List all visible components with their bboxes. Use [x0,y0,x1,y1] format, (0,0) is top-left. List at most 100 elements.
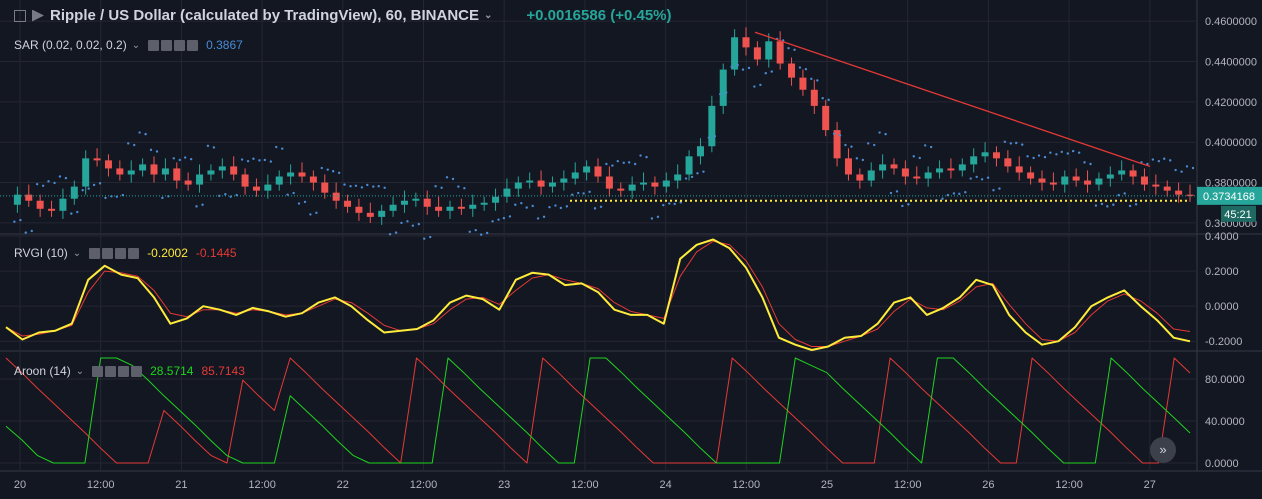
sar-dot [873,143,876,147]
time-axis-label: 25 [821,479,833,491]
sar-dot [577,191,580,195]
candle-body [651,182,659,187]
sar-dot [1123,192,1126,195]
sar-dot [349,184,352,188]
sar-dot [388,233,392,236]
close-icon[interactable] [128,247,140,259]
sar-dot [895,190,899,193]
sar-dot [855,157,859,160]
sar-dot [1083,161,1086,164]
symbol-title[interactable]: Ripple / US Dollar (calculated by Tradin… [50,7,479,24]
plus-icon[interactable] [115,247,127,259]
candle-body [1129,170,1137,177]
aroon-label[interactable]: Aroon (14) [14,364,71,378]
candle-body [992,152,1000,159]
eye-icon[interactable] [148,39,160,51]
sar-dot [1089,162,1092,166]
sar-dot [212,146,216,149]
candle-body [1186,194,1194,196]
sar-dot [1180,170,1183,173]
sar-dot [485,231,489,235]
chevron-down-icon[interactable]: ⌄ [72,247,82,259]
sar-dot [309,213,312,216]
gear-icon[interactable] [105,365,117,377]
scroll-to-realtime-button[interactable]: » [1150,437,1176,463]
candle-body [1072,176,1080,181]
sar-dot [941,197,944,200]
candle-body [981,152,989,157]
rvgi-pane[interactable] [5,238,1191,351]
rvgi-axis-label: 0.2000 [1205,266,1239,278]
time-axis-label: 26 [982,479,994,491]
sar-dot [400,221,403,225]
candle-body [275,176,283,185]
sar-dot [559,206,563,210]
candle-body [1027,172,1035,179]
sar-dot [292,191,295,195]
sar-dot [183,156,187,159]
rvgi-label[interactable]: RVGI (10) [14,246,68,260]
candle-body [571,172,579,179]
candle-body [867,170,875,181]
sar-label[interactable]: SAR (0.02, 0.02, 0.2) [14,38,127,52]
sar-dot [240,158,244,161]
close-icon[interactable] [187,39,199,51]
candle-body [435,206,443,211]
sar-dot [832,132,836,135]
chevron-down-icon[interactable]: ⌄ [131,39,141,51]
time-axis-label: 20 [14,479,26,491]
gear-icon[interactable] [102,247,114,259]
sar-dot [149,148,153,152]
candle-body [708,105,716,147]
sar-dot [1026,155,1029,158]
aroon-pane[interactable] [5,357,1191,464]
rvgi-axis-label: 0.4000 [1205,231,1239,243]
sar-dot [986,176,990,179]
sar-dot [35,182,39,186]
sar-dot [491,220,494,223]
close-icon[interactable] [131,365,143,377]
sar-dot [531,204,534,208]
sar-dot [565,205,569,208]
time-axis-label: 12:00 [894,479,922,491]
eye-icon[interactable] [92,365,104,377]
candle-body [947,168,955,171]
candle-body [264,184,272,191]
gear-icon[interactable] [161,39,173,51]
collapse-icon[interactable] [14,9,26,22]
sar-dot [275,145,278,149]
sar-dot [627,161,631,164]
candle-body [605,176,613,189]
sar-dot [451,177,455,181]
candle-body [742,37,750,48]
sar-dot [508,215,512,218]
symbol-flag-icon[interactable] [32,9,44,22]
chart-title-row: Ripple / US Dollar (calculated by Tradin… [14,7,672,24]
price-axis-label: 0.4200000 [1205,97,1257,109]
sar-dot [24,231,27,234]
candle-body [400,200,408,205]
candle-body [1163,186,1171,191]
eye-icon[interactable] [89,247,101,259]
candle-body [810,89,818,106]
plus-icon[interactable] [174,39,186,51]
candle-body [1095,178,1103,185]
plus-icon[interactable] [118,365,130,377]
sar-dot [1003,140,1007,143]
price-pane[interactable] [0,27,1197,240]
sar-dot [331,170,335,173]
chevron-down-icon[interactable]: ⌄ [75,365,85,377]
rvgi-line [5,238,1191,351]
chevron-down-icon[interactable]: ⌄ [484,10,493,21]
sar-dot [161,196,164,200]
rvgi-legend: RVGI (10) ⌄ -0.2002 -0.1445 [14,246,237,260]
sar-dot [189,157,193,161]
sar-dot [793,48,796,51]
sar-dot [360,186,364,189]
sar-dot [952,192,956,195]
current-price-label: 0.3734168 [1203,191,1255,203]
sar-value: 0.3867 [206,38,243,52]
sar-dot [929,145,933,149]
sar-dot [155,150,159,153]
